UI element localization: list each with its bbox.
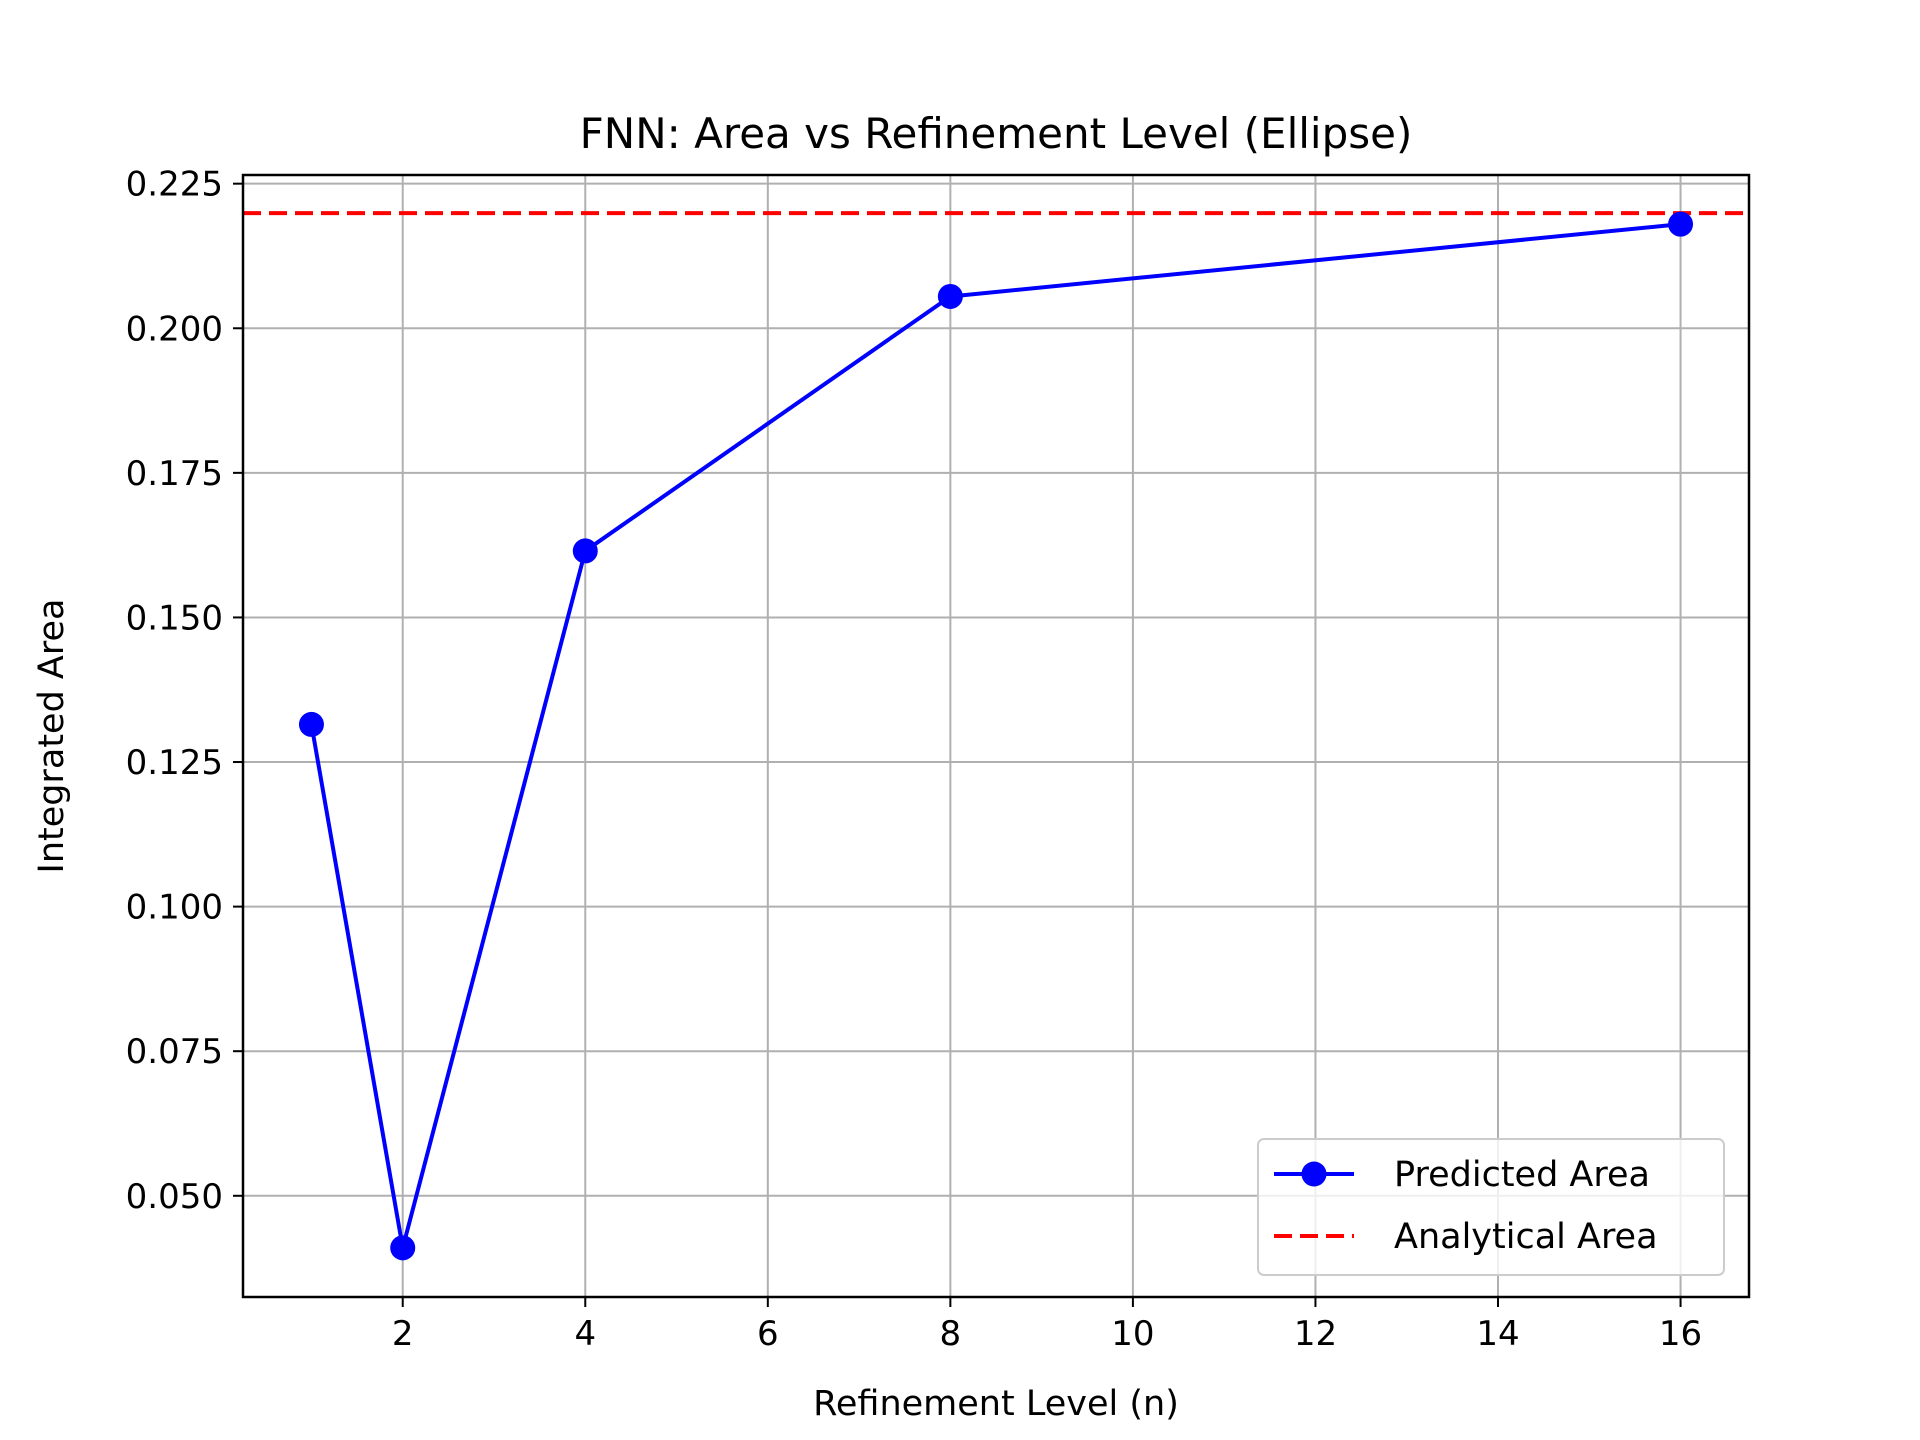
y-axis-ticks: 0.050 0.075 0.100 0.125 0.150 0.175 0.200 0.225 [126, 165, 243, 1217]
x-tick-label: 14 [1476, 1314, 1519, 1354]
y-tick-label: 0.075 [126, 1032, 223, 1072]
legend-predicted-swatch-marker [1301, 1161, 1327, 1187]
predicted-area-point [572, 538, 598, 564]
x-tick-label: 2 [392, 1314, 414, 1354]
y-tick-label: 0.225 [126, 165, 223, 205]
x-axis-ticks: 2 4 6 8 10 12 14 16 [392, 1297, 1702, 1354]
y-axis-label: Integrated Area [32, 599, 72, 874]
x-tick-label: 8 [940, 1314, 962, 1354]
x-tick-label: 16 [1659, 1314, 1702, 1354]
plot-frame [241, 173, 1751, 1299]
x-tick-label: 4 [574, 1314, 596, 1354]
y-tick-label: 0.100 [126, 888, 223, 928]
x-tick-label: 12 [1294, 1314, 1337, 1354]
grid [243, 175, 1749, 1297]
x-tick-label: 6 [757, 1314, 779, 1354]
series-layer [243, 211, 1749, 1261]
predicted-area-point [298, 711, 324, 737]
legend-predicted-label: Predicted Area [1394, 1155, 1650, 1195]
x-tick-label: 10 [1111, 1314, 1154, 1354]
legend-box [1257, 1138, 1725, 1276]
predicted-area-point [937, 283, 963, 309]
legend-analytical-label: Analytical Area [1394, 1217, 1658, 1257]
y-tick-label: 0.125 [126, 743, 223, 783]
predicted-area-point [390, 1235, 416, 1261]
y-tick-label: 0.050 [126, 1177, 223, 1217]
predicted-area-point [1668, 211, 1694, 237]
legend: Predicted Area Analytical Area [1257, 1138, 1725, 1276]
y-tick-label: 0.200 [126, 309, 223, 349]
chart-title: FNN: Area vs Refinement Level (Ellipse) [580, 109, 1413, 158]
y-tick-label: 0.175 [126, 454, 223, 494]
x-axis-label: Refinement Level (n) [813, 1384, 1179, 1424]
y-tick-label: 0.150 [126, 598, 223, 638]
